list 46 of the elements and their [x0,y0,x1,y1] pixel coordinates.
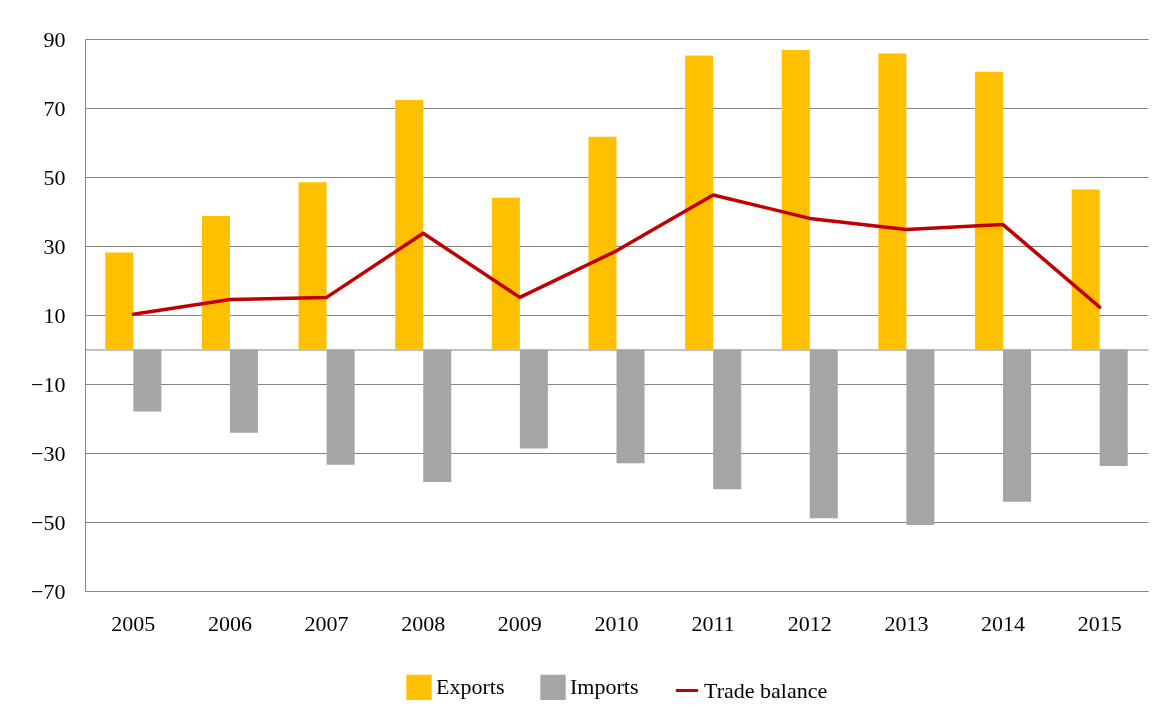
y-tick-label: 90 [43,26,66,52]
y-tick-label: 10 [43,302,66,328]
bar [491,197,520,350]
x-tick-label: 2013 [884,610,929,636]
x-tick-label: 2011 [691,610,735,636]
x-tick-label: 2006 [207,610,252,636]
bar [133,349,162,412]
x-tick-label: 2005 [111,610,156,636]
bar [588,136,617,350]
bar [781,50,810,350]
bar [809,349,838,519]
x-tick-label: 2015 [1077,610,1122,636]
y-tick-label: 50 [43,164,66,190]
bar [229,349,258,433]
x-tick-label: 2009 [497,610,542,636]
y-tick-label: 70 [43,95,66,121]
bar [713,349,742,490]
x-tick-label: 2010 [594,610,639,636]
y-tick-label: −50 [31,509,66,535]
x-tick-label: 2007 [304,610,349,636]
y-tick-label: 30 [43,233,66,259]
x-tick-label: 2012 [787,610,832,636]
bar [105,252,134,350]
bar [616,349,645,464]
bar [326,349,355,465]
bar [1099,349,1128,467]
bar [423,349,452,482]
bar [201,215,230,350]
bar [685,55,714,350]
bar [1003,349,1032,502]
legend-label: Exports [436,674,505,700]
bar [395,100,424,350]
y-tick-label: −10 [31,371,66,397]
x-tick-label: 2014 [981,610,1026,636]
bar [975,71,1004,350]
y-tick-label: −70 [31,578,66,604]
y-tick-label: −30 [31,440,66,466]
bar [298,182,327,350]
bar [519,349,548,449]
bar [906,349,935,526]
line-series [131,193,1102,317]
legend-label: Imports [570,674,639,700]
bar [878,53,907,350]
bar [1071,189,1100,350]
x-tick-label: 2008 [401,610,446,636]
legend-label: Trade balance [704,677,828,703]
